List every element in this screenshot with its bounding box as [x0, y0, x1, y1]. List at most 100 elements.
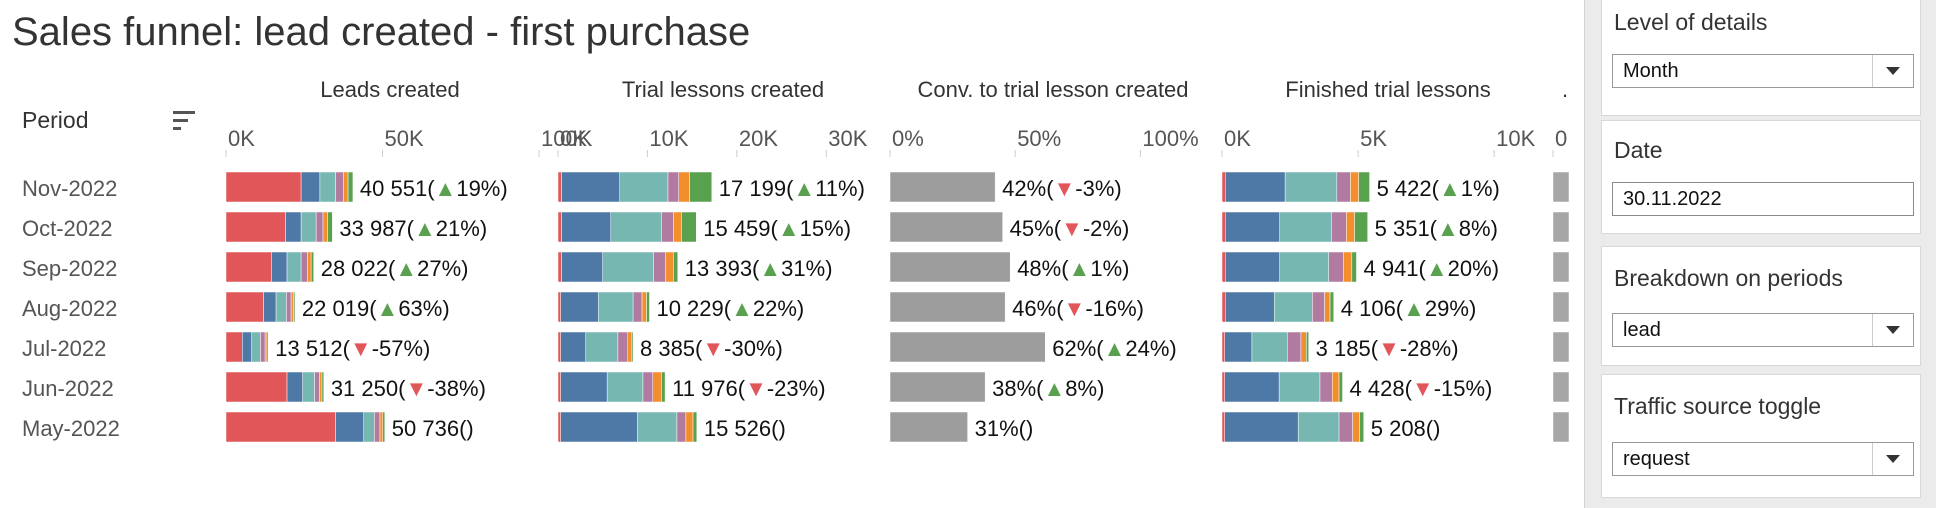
bar-segment	[647, 292, 650, 322]
axis-tick-label: 5K	[1360, 126, 1387, 151]
filter-level-of-details: Level of details Month	[1601, 0, 1921, 116]
value-text: 10 229(	[656, 296, 731, 321]
data-label: 11 976(▼-23%)	[672, 376, 825, 401]
period-label: Sep-2022	[22, 256, 117, 281]
bar-segment	[1359, 412, 1363, 442]
data-label: 62%(▲24%)	[1052, 336, 1177, 361]
traffic-source-dropdown[interactable]: request	[1612, 442, 1914, 476]
data-label: 13 512(▼-57%)	[275, 336, 430, 361]
data-label: 50 736()	[392, 416, 474, 441]
bar-segment	[1359, 172, 1370, 202]
data-label: 48%(▲1%)	[1017, 256, 1129, 281]
label-close: )	[1026, 416, 1033, 441]
down-arrow-icon: ▼	[405, 376, 427, 401]
bar-segment	[267, 332, 268, 362]
value-text: 38%(	[992, 376, 1044, 401]
data-label: 33 987(▲21%)	[339, 216, 487, 241]
bar-segment	[1252, 332, 1287, 362]
value-text: 50 736(	[392, 416, 467, 441]
bar-segment	[320, 372, 322, 402]
bar-segment	[642, 292, 646, 322]
breakdown-dropdown[interactable]: lead	[1612, 313, 1914, 347]
change-text: 31%	[781, 256, 825, 281]
level-of-details-dropdown[interactable]: Month	[1612, 54, 1914, 88]
bar-segment	[603, 252, 654, 282]
bar-segment	[260, 332, 265, 362]
bar-segment	[653, 372, 662, 402]
filter-label: Level of details	[1614, 9, 1767, 36]
up-arrow-icon: ▲	[778, 216, 800, 241]
change-text: -16%	[1085, 296, 1136, 321]
bar-segment	[1225, 172, 1285, 202]
change-text: 1%	[1461, 176, 1493, 201]
bar-segment	[558, 412, 561, 442]
bar-segment	[307, 252, 311, 282]
bar-segment	[890, 292, 1005, 322]
bar-segment	[607, 372, 643, 402]
bar-segment	[1222, 292, 1225, 322]
data-label: 10 229(▲22%)	[656, 296, 804, 321]
label-close: )	[818, 376, 825, 401]
filters-panel: Level of details Month Date 30.11.2022 B…	[1584, 0, 1936, 508]
down-arrow-icon: ▼	[1061, 216, 1083, 241]
bar-segment	[598, 292, 633, 322]
bar-segment	[1320, 372, 1332, 402]
axis-tick-label: 20K	[739, 126, 778, 151]
data-label: 4 428(▼-15%)	[1350, 376, 1493, 401]
bar-segment	[558, 332, 561, 362]
panel-title: Leads created	[320, 77, 459, 102]
bar-segment	[562, 252, 603, 282]
chevron-down-icon[interactable]	[1872, 55, 1913, 87]
change-text: -3%	[1075, 176, 1114, 201]
panel-title: .	[1562, 77, 1568, 102]
bar-segment	[1285, 172, 1337, 202]
label-close: )	[1169, 336, 1176, 361]
funnel-chart: Nov-2022Oct-2022Sep-2022Aug-2022Jul-2022…	[0, 0, 1580, 508]
bar-segment	[662, 372, 665, 402]
bar-segment	[681, 212, 696, 242]
change-text: -57%	[372, 336, 423, 361]
label-close: )	[1451, 336, 1458, 361]
change-text: 27%	[417, 256, 461, 281]
label-close: )	[858, 176, 865, 201]
chevron-down-icon[interactable]	[1872, 314, 1913, 346]
change-text: 63%	[398, 296, 442, 321]
bar-segment	[890, 172, 995, 202]
down-arrow-icon: ▼	[350, 336, 372, 361]
data-label: 45%(▼-2%)	[1010, 216, 1130, 241]
data-label: 31%()	[975, 416, 1034, 441]
label-close: )	[1122, 256, 1129, 281]
period-label: May-2022	[22, 416, 120, 441]
date-input[interactable]: 30.11.2022	[1612, 182, 1914, 216]
bar-segment	[558, 172, 562, 202]
dropdown-value: Month	[1623, 60, 1679, 83]
value-text: 5 351(	[1375, 216, 1438, 241]
axis-tick-label: 100%	[1142, 126, 1198, 151]
data-label: 28 022(▲27%)	[321, 256, 469, 281]
up-arrow-icon: ▲	[1437, 216, 1459, 241]
panel-title: Trial lessons created	[622, 77, 824, 102]
bar-segment	[1553, 332, 1569, 362]
bar-segment	[383, 412, 385, 442]
bar-segment	[1325, 292, 1330, 322]
bar-segment	[1301, 332, 1306, 362]
bar-segment	[226, 412, 336, 442]
bar-segment	[301, 252, 307, 282]
bar-segment	[561, 412, 638, 442]
bar-segment	[1312, 292, 1324, 322]
bar-segment	[890, 212, 1003, 242]
bar-segment	[264, 292, 277, 322]
dropdown-value: request	[1623, 448, 1690, 471]
data-label: 4 106(▲29%)	[1341, 296, 1477, 321]
down-arrow-icon: ▼	[1064, 296, 1086, 321]
change-text: 8%	[1459, 216, 1491, 241]
axis-tick-label: 0K	[1224, 126, 1251, 151]
bar-segment	[890, 372, 985, 402]
bar-segment	[1222, 252, 1225, 282]
axis-tick-label: 0K	[560, 126, 587, 151]
bar-segment	[1553, 292, 1569, 322]
bar-segment	[561, 332, 586, 362]
chevron-down-icon[interactable]	[1872, 443, 1913, 475]
bar-segment	[380, 412, 383, 442]
up-arrow-icon: ▲	[395, 256, 417, 281]
